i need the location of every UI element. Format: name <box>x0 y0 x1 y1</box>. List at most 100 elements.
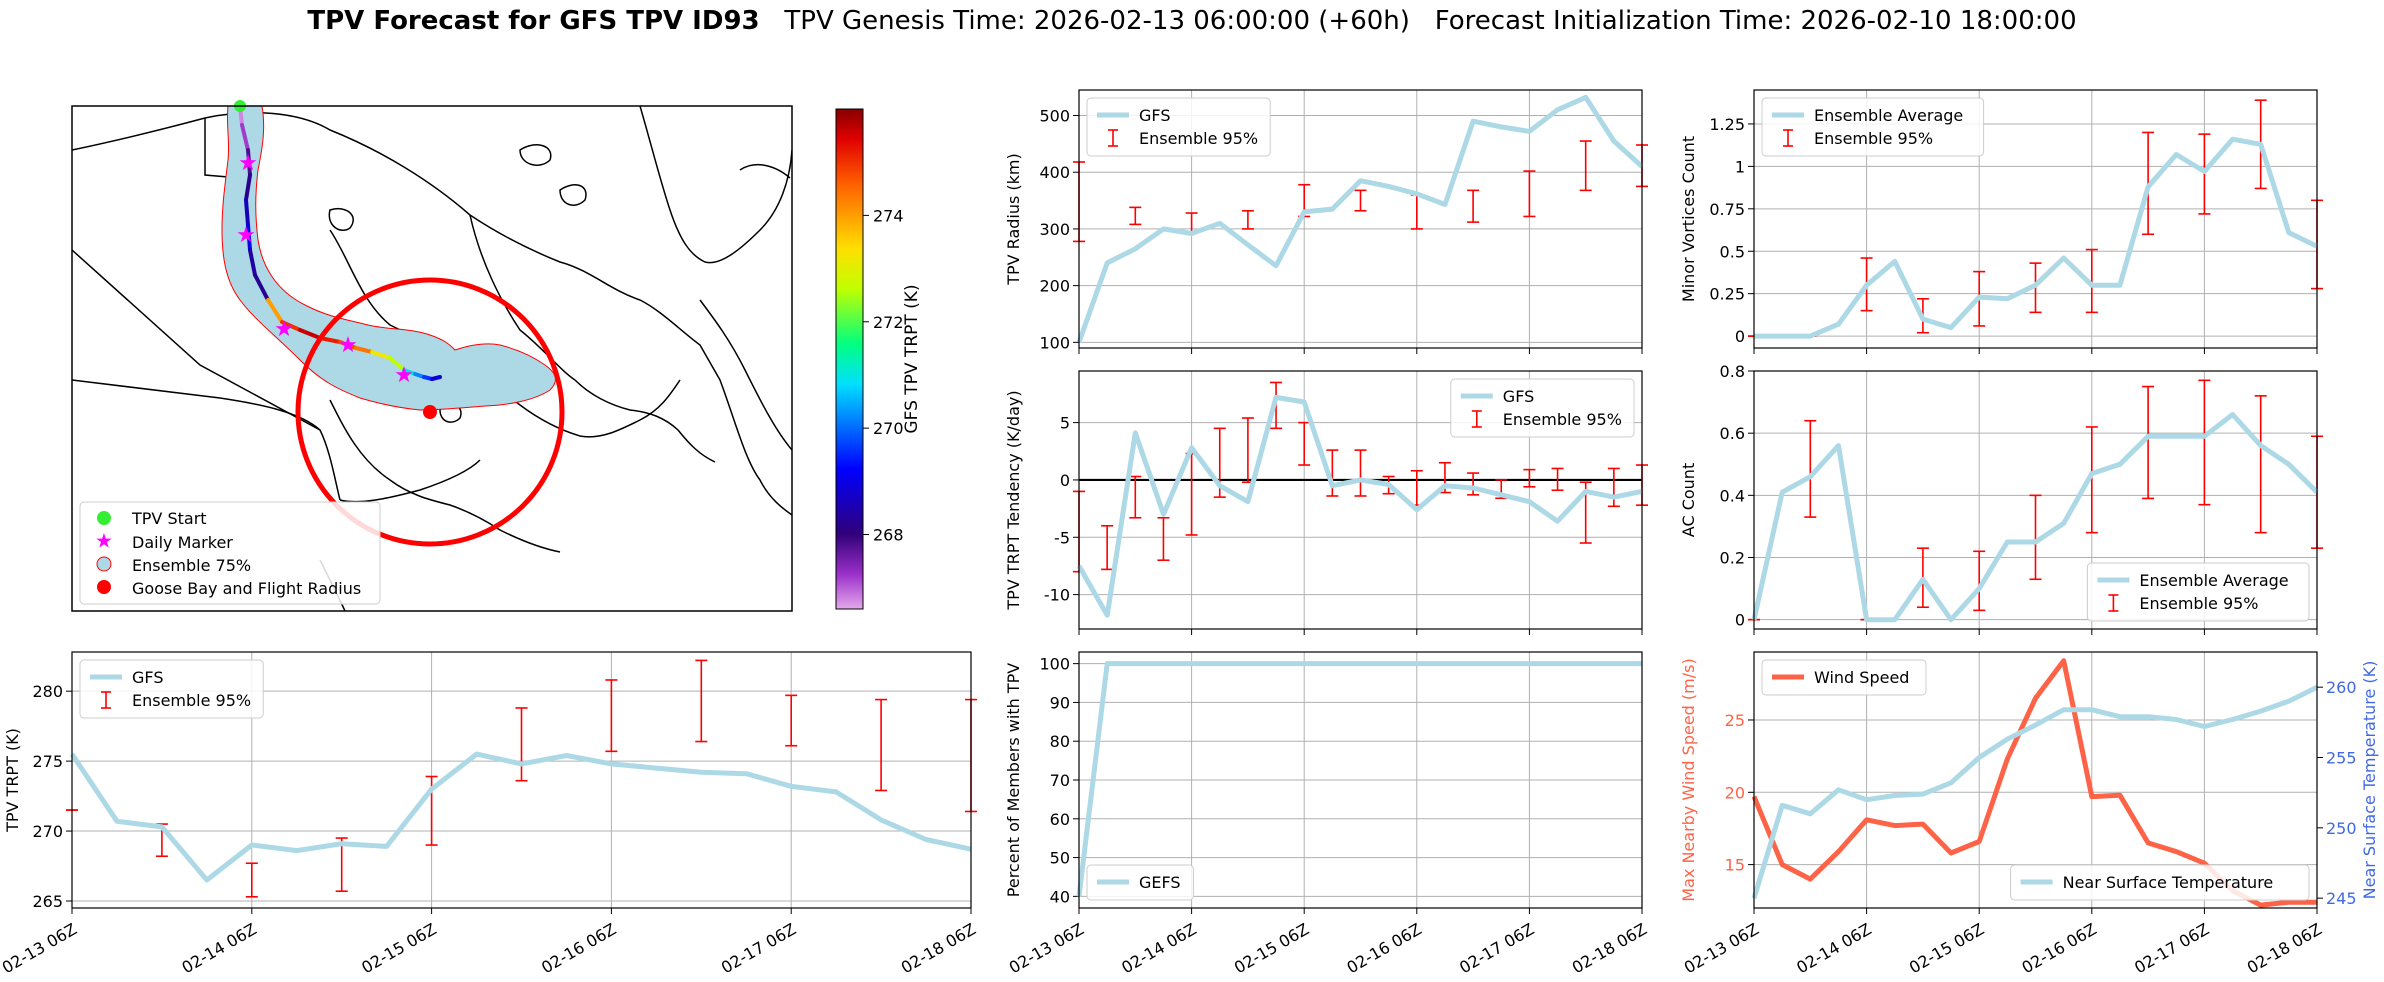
map-panel: ★ ★ ★ ★ ★ TPV Start ★ Daily Marker Ensem… <box>71 100 922 612</box>
y-tick-label: 500 <box>1039 107 1070 126</box>
track-segment <box>266 298 284 324</box>
x-tick-label: 02-17 06Z <box>1456 919 1537 977</box>
x-tick-label: 02-17 06Z <box>718 919 799 977</box>
y-axis-label: TPV Radius (km) <box>1004 153 1023 286</box>
x-tick-label: 02-18 06Z <box>2244 919 2325 977</box>
y-tick-label: 0.6 <box>1720 424 1745 443</box>
track-segment <box>244 198 250 227</box>
coastline-europe <box>699 299 792 451</box>
y-tick-label: -10 <box>1044 586 1070 605</box>
track-segment <box>244 173 252 202</box>
y-axis-label: Percent of Members with TPV <box>1004 663 1023 897</box>
chart-minor_vortices: 0 0.25 0.5 0.75 1 1.25 Minor Vortices Count Ens… <box>1679 89 2323 354</box>
y-tick-label: 60 <box>1050 810 1070 829</box>
track-segment <box>388 356 406 372</box>
y-tick-label: 1 <box>1735 157 1745 176</box>
track-segment <box>253 273 270 302</box>
legend: GFS Ensemble 95% <box>79 659 264 719</box>
figure-title-bold: TPV Forecast for GFS TPV ID93 <box>307 6 760 36</box>
y-tick-label: 270 <box>32 822 63 841</box>
daily-marker: ★ <box>338 333 358 358</box>
x-tick-label: 02-15 06Z <box>1231 919 1312 977</box>
legend-goose-bay: Goose Bay and Flight Radius <box>132 579 361 598</box>
colorbar-gradient <box>835 108 864 610</box>
legend-box <box>1761 659 1927 696</box>
y-tick-label: 15 <box>1725 856 1745 875</box>
daily-marker: ★ <box>238 151 258 176</box>
x-tick-label: 02-15 06Z <box>358 919 439 977</box>
x-tick-label: 02-13 06Z <box>1681 919 1762 977</box>
y-right-tick-label: 255 <box>2326 748 2357 767</box>
y-tick-label: 200 <box>1039 277 1070 296</box>
y-tick-label: 0.75 <box>1709 200 1745 219</box>
y-tick-label: 0.8 <box>1720 362 1745 381</box>
daily-marker: ★ <box>394 363 414 388</box>
legend-label: Near Surface Temperature <box>2063 873 2274 892</box>
x-tick-label: 02-14 06Z <box>1118 919 1199 977</box>
colorbar-tick-label: 274 <box>873 206 904 225</box>
legend-box <box>2010 864 2310 901</box>
series-line <box>1076 394 1643 618</box>
plot-frame <box>71 651 972 909</box>
plot-frame <box>1078 370 1643 630</box>
figure-title-genesis: TPV Genesis Time: 2026-02-13 06:00:00 (+… <box>784 6 1410 36</box>
y-tick-label: 50 <box>1050 849 1070 868</box>
colorbar: 268 270 272 274 GFS TPV TRPT (K) <box>835 108 922 610</box>
x-tick-label: 02-13 06Z <box>1006 919 1087 977</box>
legend: Ensemble Average Ensemble 95% <box>2086 562 2310 622</box>
chart-trpt: 265 270 275 280 TPV TRPT (K) 02-13 06Z 02-14 0… <box>0 651 979 977</box>
y-right-tick-label: 250 <box>2326 819 2357 838</box>
series-line <box>69 751 972 883</box>
tpv-start-icon <box>97 511 111 525</box>
legend-label: Ensemble 95% <box>1503 410 1622 429</box>
colorbar-tick-label: 270 <box>873 419 904 438</box>
plot-frame <box>1753 89 2318 349</box>
y-tick-label: 40 <box>1050 887 1070 906</box>
legend: Ensemble Average Ensemble 95% <box>1761 97 1985 157</box>
y-tick-label: 0.4 <box>1720 486 1745 505</box>
legend-daily-marker: Daily Marker <box>132 533 233 552</box>
border-alaska <box>72 249 321 431</box>
chart-members: 40 50 60 70 80 90 100 Percent of Members with T… <box>1004 651 1650 977</box>
series-line <box>1751 684 2319 899</box>
legend-label: GFS <box>132 668 163 687</box>
y-tick-label: 25 <box>1725 711 1745 730</box>
y-tick-label: 70 <box>1050 771 1070 790</box>
chart-trpt_tendency: -10 -5 0 5 TPV TRPT Tendency (K/day) GFS Ensem… <box>1004 370 1648 635</box>
series-line <box>1076 94 1644 344</box>
ensemble-75-icon <box>96 556 112 572</box>
colorbar-tick-label: 268 <box>873 526 904 545</box>
y-tick-label: 400 <box>1039 163 1070 182</box>
x-tick-label: 02-13 06Z <box>0 919 80 977</box>
x-tick-label: 02-14 06Z <box>179 919 260 977</box>
y-right-tick-label: 245 <box>2326 889 2357 908</box>
legend: GEFS <box>1086 864 1194 901</box>
daily-marker: ★ <box>274 317 294 342</box>
plot-frame <box>1078 651 1643 909</box>
track-segment <box>240 123 250 152</box>
colorbar-label: GFS TPV TRPT (K) <box>902 284 922 433</box>
legend-ensemble-75: Ensemble 75% <box>132 556 251 575</box>
x-tick-label: 02-16 06Z <box>1344 919 1425 977</box>
y-axis-label: TPV TRPT (K) <box>3 728 22 833</box>
y-tick-label: 90 <box>1050 693 1070 712</box>
legend-label: GFS <box>1139 106 1170 125</box>
plot-frame <box>1753 370 2318 630</box>
y-axis-label: Max Nearby Wind Speed (m/s) <box>1679 658 1698 901</box>
coastline-iceland <box>739 163 791 179</box>
plot-frame <box>1078 89 1643 349</box>
track-segment <box>298 328 322 340</box>
islands-1 <box>328 208 354 231</box>
legend-label: Ensemble Average <box>2139 571 2288 590</box>
track-segment <box>430 375 442 381</box>
series-line <box>1751 412 2319 623</box>
track-segment <box>370 350 392 360</box>
islands-3 <box>519 144 552 166</box>
islands-2 <box>559 184 587 206</box>
legend-box <box>1761 97 1985 157</box>
y-tick-label: 275 <box>32 752 63 771</box>
y-right-tick-label: 260 <box>2326 678 2357 697</box>
chart-wind_temp: 15 20 25 Max Nearby Wind Speed (m/s) 02-13 0… <box>1679 651 2379 977</box>
legend: GFS Ensemble 95% <box>1086 97 1271 157</box>
